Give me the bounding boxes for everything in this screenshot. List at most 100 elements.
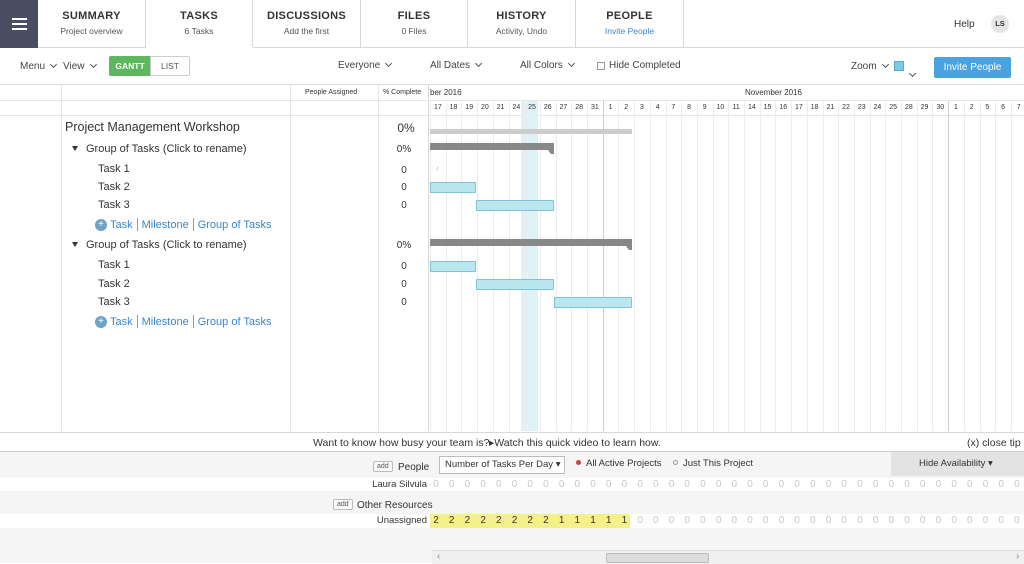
- add-group-link[interactable]: Group of Tasks: [197, 315, 272, 328]
- hide-availability-button[interactable]: Hide Availability ▾: [919, 458, 993, 469]
- hide-completed-checkbox[interactable]: [597, 61, 605, 70]
- task-name[interactable]: Task 2: [98, 181, 130, 193]
- group-row[interactable]: Group of Tasks (Click to rename): [72, 143, 247, 155]
- scroll-left-icon[interactable]: ‹: [437, 551, 441, 562]
- header-divider: [0, 100, 1024, 101]
- add-people-button[interactable]: add: [373, 461, 393, 472]
- tab-tasks[interactable]: TASKS 6 Tasks: [146, 0, 253, 48]
- availability-count: 0: [700, 515, 706, 526]
- chevron-down-icon: [385, 59, 393, 68]
- invite-people-button[interactable]: Invite People: [934, 57, 1011, 78]
- task-name[interactable]: Task 1: [98, 259, 130, 271]
- availability-count: 0: [684, 479, 690, 490]
- day-label: 24: [512, 104, 521, 111]
- all-projects-radio[interactable]: All Active Projects: [576, 458, 662, 469]
- day-gridline: [571, 101, 573, 431]
- task-bar[interactable]: [476, 279, 554, 290]
- group-bar[interactable]: [430, 239, 632, 250]
- project-summary-bar: [430, 129, 632, 134]
- this-project-radio[interactable]: Just This Project: [673, 458, 753, 469]
- availability-count: 0: [1014, 515, 1020, 526]
- avatar[interactable]: LS: [991, 15, 1009, 33]
- hamburger-menu-icon[interactable]: [0, 0, 38, 48]
- tab-title: SUMMARY: [62, 10, 121, 22]
- hide-completed-toggle[interactable]: Hide Completed: [597, 60, 681, 71]
- chevron-down-icon[interactable]: [908, 69, 917, 78]
- zoom-dropdown[interactable]: Zoom: [851, 60, 889, 72]
- list-view-button[interactable]: LIST: [150, 56, 190, 76]
- availability-count: 0: [778, 515, 785, 526]
- watch-video-link[interactable]: ▸Watch this quick video to learn how.: [489, 437, 661, 449]
- tab-subtitle: 0 Files: [401, 26, 427, 36]
- scrollbar-thumb[interactable]: [606, 553, 709, 563]
- add-milestone-link[interactable]: Milestone: [141, 218, 189, 231]
- tab-summary[interactable]: SUMMARY Project overview: [38, 0, 146, 48]
- tab-history[interactable]: HISTORY Activity, Undo: [468, 0, 576, 48]
- add-task-link[interactable]: Task: [110, 218, 133, 231]
- add-group-link[interactable]: Group of Tasks: [197, 218, 272, 231]
- availability-count: 0: [747, 515, 753, 526]
- close-tip-link[interactable]: (x) close tip: [967, 437, 1021, 449]
- day-label: 28: [575, 104, 584, 111]
- menu-dropdown[interactable]: Menu: [20, 60, 58, 72]
- colors-filter[interactable]: All Colors: [520, 59, 575, 71]
- colors-label: All Colors: [520, 60, 563, 71]
- task-bar[interactable]: [554, 297, 632, 308]
- task-bar[interactable]: [476, 200, 554, 211]
- task-name[interactable]: Task 3: [98, 296, 130, 308]
- day-gridline: [634, 101, 636, 431]
- availability-count: 1: [605, 515, 612, 526]
- group-name[interactable]: Group of Tasks (Click to rename): [86, 143, 247, 155]
- metric-select[interactable]: Number of Tasks Per Day ▾: [439, 456, 565, 474]
- day-label: 8: [687, 104, 691, 111]
- color-swatch-icon[interactable]: [894, 61, 904, 71]
- tab-files[interactable]: FILES 0 Files: [361, 0, 468, 48]
- task-name[interactable]: Task 1: [98, 163, 130, 175]
- availability-count: 0: [810, 479, 816, 490]
- invite-people-link[interactable]: Invite People: [604, 26, 655, 36]
- link-separator: [136, 218, 138, 231]
- availability-count: 0: [715, 515, 722, 526]
- everyone-filter[interactable]: Everyone: [338, 59, 393, 71]
- availability-count: 1: [590, 515, 596, 526]
- day-label: 5: [985, 104, 990, 111]
- group-bar[interactable]: [430, 143, 554, 154]
- project-title[interactable]: Project Management Workshop: [65, 120, 240, 134]
- day-label: 6: [1001, 104, 1005, 111]
- add-milestone-link[interactable]: Milestone: [141, 315, 189, 328]
- task-name[interactable]: Task 2: [98, 278, 130, 290]
- day-label: 26: [543, 104, 552, 111]
- column-divider: [378, 85, 379, 431]
- availability-count: 0: [935, 515, 942, 526]
- plus-icon[interactable]: +: [95, 218, 107, 231]
- column-divider: [428, 85, 429, 431]
- help-link[interactable]: Help: [954, 19, 975, 30]
- day-gridline: [555, 101, 557, 431]
- tab-people[interactable]: PEOPLE Invite People: [576, 0, 684, 48]
- horizontal-scrollbar[interactable]: [432, 550, 1024, 564]
- plus-icon[interactable]: +: [95, 315, 107, 328]
- availability-count: 0: [841, 515, 847, 526]
- gantt-view-button[interactable]: GANTT: [109, 56, 151, 76]
- group-name[interactable]: Group of Tasks (Click to rename): [86, 239, 247, 251]
- column-divider: [290, 85, 291, 431]
- availability-count: 2: [433, 515, 439, 526]
- availability-count: 0: [951, 515, 957, 526]
- task-name[interactable]: Task 3: [98, 199, 130, 211]
- availability-count: 2: [527, 515, 533, 526]
- day-gridline: [916, 101, 918, 431]
- collapse-triangle-icon[interactable]: [72, 146, 78, 151]
- availability-count: 0: [433, 479, 439, 490]
- add-task-link[interactable]: Task: [110, 315, 133, 328]
- scroll-right-icon[interactable]: ›: [1016, 551, 1020, 562]
- group-row[interactable]: Group of Tasks (Click to rename): [72, 239, 247, 251]
- collapse-triangle-icon[interactable]: [72, 242, 78, 247]
- add-resource-button[interactable]: add: [333, 499, 353, 510]
- task-bar[interactable]: [430, 261, 476, 272]
- dates-filter[interactable]: All Dates: [430, 59, 483, 71]
- tab-discussions[interactable]: DISCUSSIONS Add the first: [253, 0, 361, 48]
- view-dropdown[interactable]: View: [63, 60, 97, 72]
- task-bar[interactable]: [430, 182, 476, 193]
- day-label: 17: [433, 104, 442, 111]
- day-gridline: [744, 101, 745, 431]
